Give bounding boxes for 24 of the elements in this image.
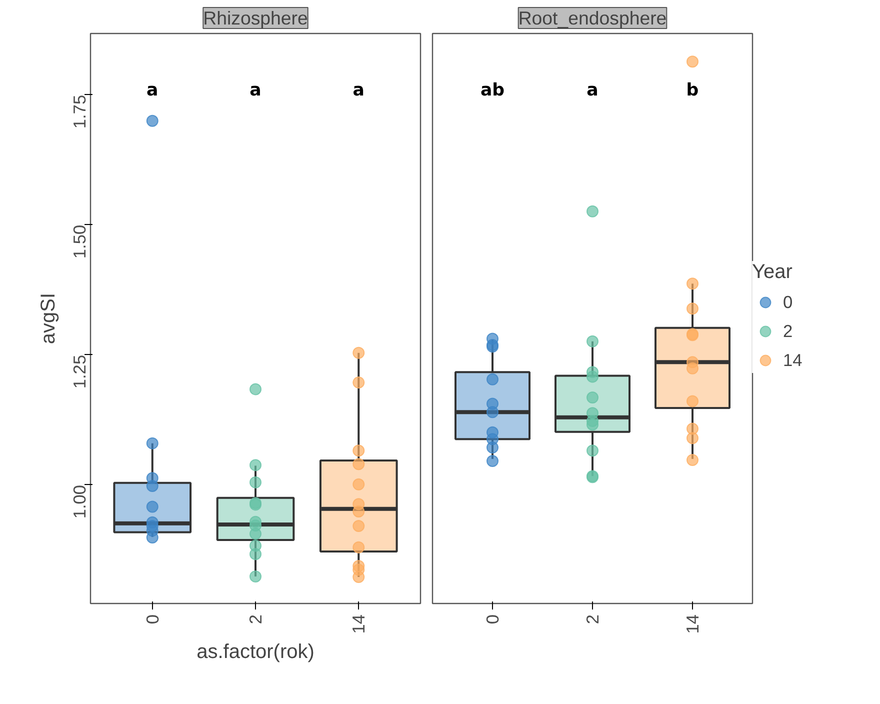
chart-title: Root_endosphere xyxy=(518,8,667,28)
annotation: a xyxy=(586,80,598,100)
legend-label: 0 xyxy=(783,292,794,312)
x-tick-label: 14 xyxy=(348,614,369,634)
x-tick-label: 2 xyxy=(582,614,602,624)
y-axis-title: avgSI xyxy=(38,292,60,344)
annotation: ab xyxy=(480,80,505,100)
x-tick-label: 14 xyxy=(682,614,702,634)
y-tick-label: 1.50 xyxy=(70,224,90,259)
annotation: a xyxy=(146,80,158,100)
annotation: a xyxy=(352,80,364,100)
y-tick-label: 1.75 xyxy=(70,94,90,129)
y-tick-label: 1.25 xyxy=(70,354,90,389)
x-tick-label: 2 xyxy=(246,614,266,624)
annotation: b xyxy=(686,80,699,100)
x-tick-label: 0 xyxy=(482,614,502,624)
y-tick-label: 1.00 xyxy=(70,484,90,519)
legend-title: Year xyxy=(752,261,794,284)
x-axis-title: as.factor(rok) xyxy=(196,640,314,663)
chart-title: Rhizosphere xyxy=(203,8,308,28)
legend-label: 2 xyxy=(783,320,794,342)
x-tick-label: 0 xyxy=(142,614,162,624)
annotation: a xyxy=(250,80,262,100)
legend-label: 14 xyxy=(783,350,803,370)
